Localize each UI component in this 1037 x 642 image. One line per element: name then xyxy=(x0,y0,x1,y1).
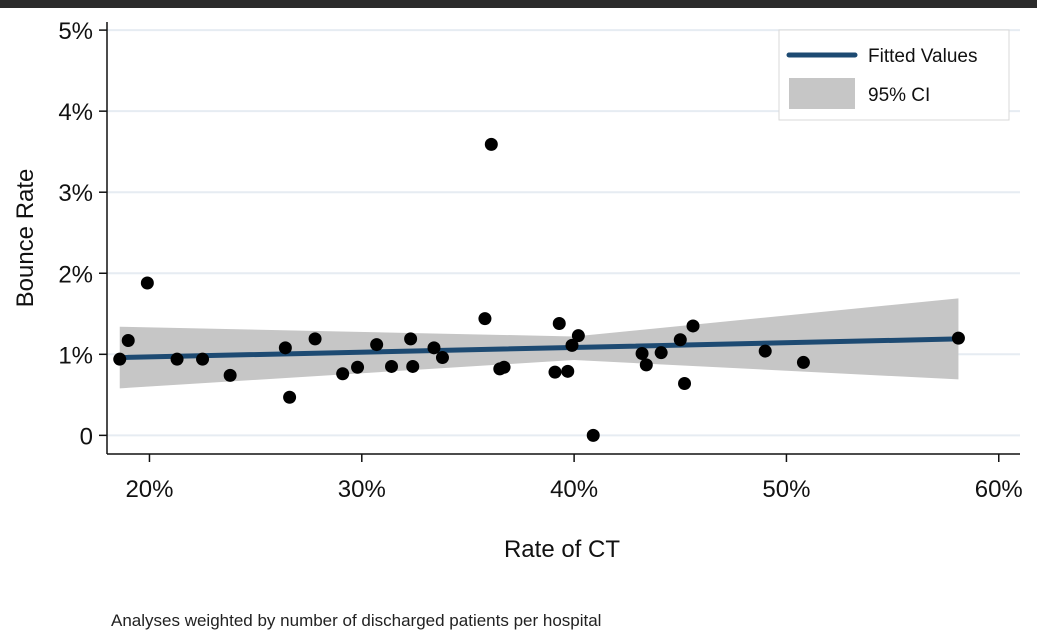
ci-band-layer xyxy=(119,298,959,389)
data-point xyxy=(370,338,384,352)
legend-label-ci: 95% CI xyxy=(868,85,930,106)
y-tick-labels: 0 1% 2% 3% 4% 5% xyxy=(58,18,93,450)
data-point xyxy=(404,332,418,346)
data-point xyxy=(639,358,653,372)
y-tick-label: 2% xyxy=(58,261,93,288)
data-point xyxy=(283,390,297,404)
data-point xyxy=(678,376,692,390)
data-point xyxy=(223,368,237,382)
data-point xyxy=(548,365,562,379)
data-point xyxy=(654,346,668,360)
data-point xyxy=(406,359,420,373)
data-point xyxy=(427,341,441,355)
data-point xyxy=(308,332,322,346)
ci-band xyxy=(119,298,959,389)
data-point xyxy=(121,334,135,348)
x-tick-label: 60% xyxy=(975,476,1023,503)
data-point xyxy=(673,333,687,347)
legend: Fitted Values 95% CI xyxy=(778,29,1010,121)
data-point xyxy=(561,364,575,378)
y-tick-label: 4% xyxy=(58,99,93,126)
data-point xyxy=(484,137,498,151)
data-point xyxy=(565,338,579,352)
data-point xyxy=(336,367,350,381)
x-tick-label: 40% xyxy=(550,476,598,503)
data-point xyxy=(586,428,600,442)
data-point xyxy=(478,312,492,326)
data-point xyxy=(635,346,649,360)
data-point xyxy=(796,355,810,369)
fitted-line xyxy=(117,336,961,361)
data-point xyxy=(278,341,292,355)
data-point xyxy=(497,360,511,374)
y-tick-label: 3% xyxy=(58,180,93,207)
axes xyxy=(99,22,1020,462)
data-point xyxy=(686,319,700,333)
y-axis-title: Bounce Rate xyxy=(12,169,39,308)
y-tick-label: 1% xyxy=(58,342,93,369)
data-point xyxy=(196,352,210,366)
footnote: Analyses weighted by number of discharge… xyxy=(111,611,602,630)
data-point xyxy=(170,352,184,366)
fitted-line-layer xyxy=(117,336,961,361)
x-tick-label: 50% xyxy=(762,476,810,503)
y-tick-label: 5% xyxy=(58,18,93,45)
x-tick-label: 30% xyxy=(338,476,386,503)
x-tick-labels: 20% 30% 40% 50% 60% xyxy=(125,476,1022,503)
data-point xyxy=(351,360,365,374)
data-point xyxy=(951,331,965,345)
legend-band-swatch xyxy=(789,78,855,109)
data-point xyxy=(435,351,449,365)
data-point xyxy=(113,352,127,366)
legend-label-fitted: Fitted Values xyxy=(868,46,977,67)
data-points xyxy=(113,137,965,442)
data-point xyxy=(552,317,566,331)
x-axis-title: Rate of CT xyxy=(504,536,620,563)
data-point xyxy=(571,329,585,343)
data-point xyxy=(385,359,399,373)
data-point xyxy=(758,344,772,358)
data-point xyxy=(140,276,154,290)
x-tick-label: 20% xyxy=(125,476,173,503)
y-tick-label: 0 xyxy=(80,423,93,450)
